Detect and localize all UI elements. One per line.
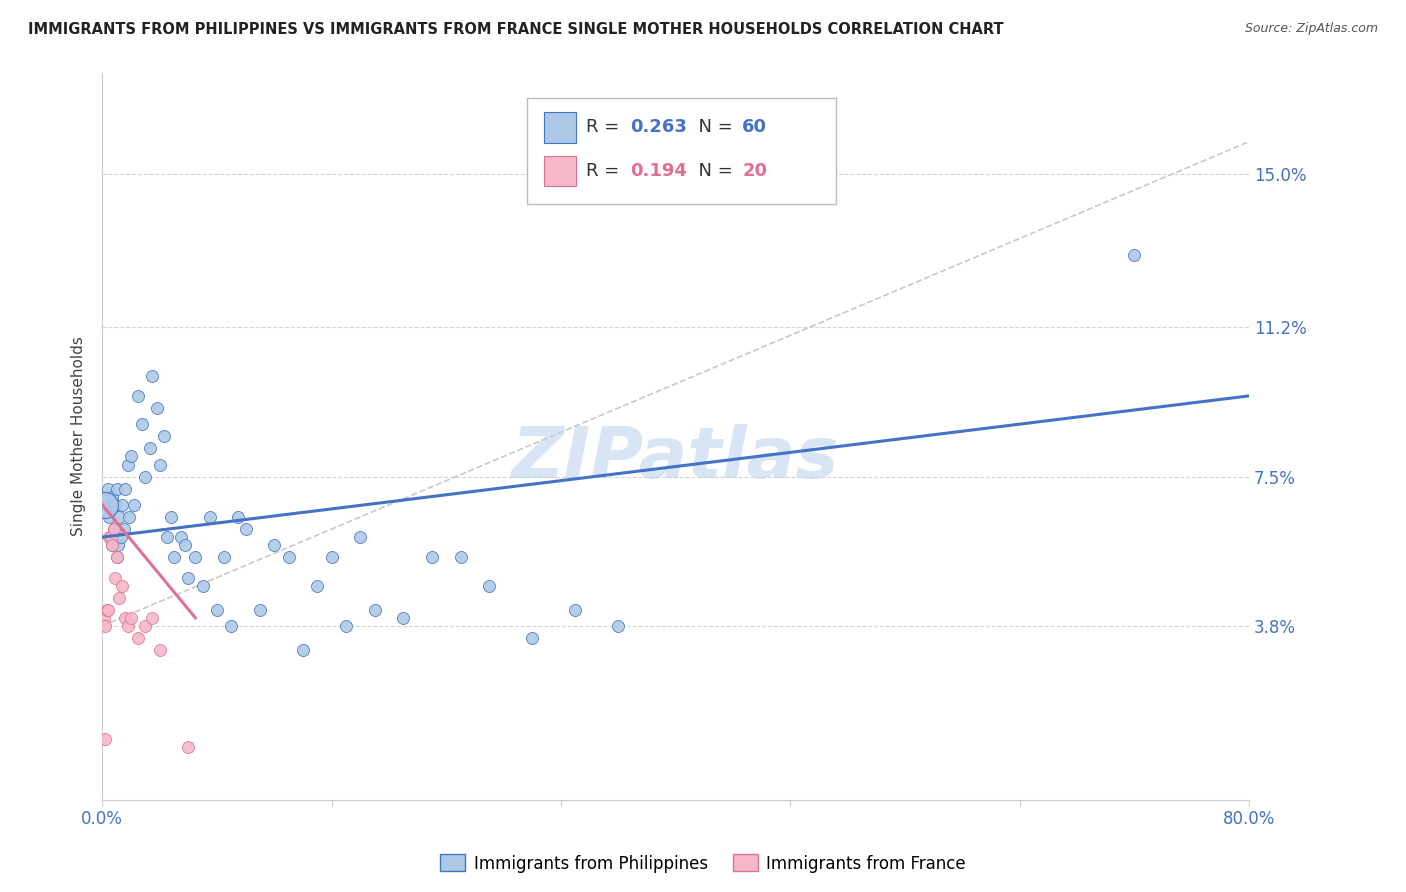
Point <box>104 570 127 584</box>
Point <box>94 498 117 512</box>
Point <box>107 538 129 552</box>
Point <box>184 550 207 565</box>
Point <box>101 538 124 552</box>
Point <box>349 530 371 544</box>
Point <box>101 538 124 552</box>
Point <box>148 458 170 472</box>
Point <box>177 740 200 755</box>
Point <box>307 578 329 592</box>
Point <box>160 510 183 524</box>
Point <box>108 591 131 605</box>
Point <box>174 538 197 552</box>
Point <box>127 631 149 645</box>
Point <box>177 570 200 584</box>
Point <box>93 611 115 625</box>
Point <box>97 603 120 617</box>
Point <box>110 530 132 544</box>
Point <box>98 510 121 524</box>
Point <box>249 603 271 617</box>
Y-axis label: Single Mother Households: Single Mother Households <box>72 336 86 536</box>
Point <box>120 450 142 464</box>
Point <box>131 417 153 431</box>
Point <box>141 611 163 625</box>
Point <box>450 550 472 565</box>
Point <box>94 619 117 633</box>
Point <box>191 578 214 592</box>
Point <box>420 550 443 565</box>
Text: R =: R = <box>586 119 626 136</box>
Point <box>105 482 128 496</box>
Point <box>522 631 544 645</box>
Point <box>134 619 156 633</box>
Point <box>163 550 186 565</box>
Point <box>141 368 163 383</box>
Point <box>118 510 141 524</box>
Point <box>114 611 136 625</box>
Point <box>607 619 630 633</box>
Point <box>138 442 160 456</box>
Bar <box>544 156 576 186</box>
Point <box>321 550 343 565</box>
Point <box>96 498 118 512</box>
Point <box>291 643 314 657</box>
Text: 0.263: 0.263 <box>630 119 686 136</box>
Text: R =: R = <box>586 162 626 180</box>
Point <box>98 530 121 544</box>
Point <box>219 619 242 633</box>
Point <box>134 469 156 483</box>
Point <box>97 482 120 496</box>
Point <box>148 643 170 657</box>
Text: N =: N = <box>688 119 738 136</box>
Legend: Immigrants from Philippines, Immigrants from France: Immigrants from Philippines, Immigrants … <box>433 847 973 880</box>
Point <box>212 550 235 565</box>
Point <box>363 603 385 617</box>
Point <box>170 530 193 544</box>
Point <box>117 458 139 472</box>
Point <box>103 522 125 536</box>
Point <box>235 522 257 536</box>
FancyBboxPatch shape <box>526 98 837 203</box>
Text: 20: 20 <box>742 162 768 180</box>
Text: 60: 60 <box>742 119 768 136</box>
Text: Source: ZipAtlas.com: Source: ZipAtlas.com <box>1244 22 1378 36</box>
Point <box>94 731 117 746</box>
Point <box>335 619 357 633</box>
Text: N =: N = <box>688 162 738 180</box>
Point <box>122 498 145 512</box>
Point <box>153 429 176 443</box>
Point <box>117 619 139 633</box>
Point <box>105 550 128 565</box>
Point <box>145 401 167 415</box>
Text: ZIPatlas: ZIPatlas <box>512 424 839 492</box>
Point <box>478 578 501 592</box>
Point <box>103 522 125 536</box>
Point <box>205 603 228 617</box>
Text: IMMIGRANTS FROM PHILIPPINES VS IMMIGRANTS FROM FRANCE SINGLE MOTHER HOUSEHOLDS C: IMMIGRANTS FROM PHILIPPINES VS IMMIGRANT… <box>28 22 1004 37</box>
Point <box>127 389 149 403</box>
Text: 0.194: 0.194 <box>630 162 686 180</box>
Point <box>198 510 221 524</box>
Point <box>114 482 136 496</box>
Point <box>96 603 118 617</box>
Point <box>1123 247 1146 261</box>
Point <box>105 550 128 565</box>
Point <box>737 106 759 120</box>
Point <box>564 603 586 617</box>
Point <box>101 490 124 504</box>
Point <box>277 550 299 565</box>
Point <box>111 498 134 512</box>
Point <box>100 530 122 544</box>
Point <box>111 578 134 592</box>
Bar <box>544 112 576 143</box>
Point <box>112 522 135 536</box>
Point <box>228 510 250 524</box>
Point <box>100 530 122 544</box>
Point <box>104 498 127 512</box>
Point <box>120 611 142 625</box>
Point <box>392 611 415 625</box>
Point <box>156 530 179 544</box>
Point <box>263 538 285 552</box>
Point <box>108 510 131 524</box>
